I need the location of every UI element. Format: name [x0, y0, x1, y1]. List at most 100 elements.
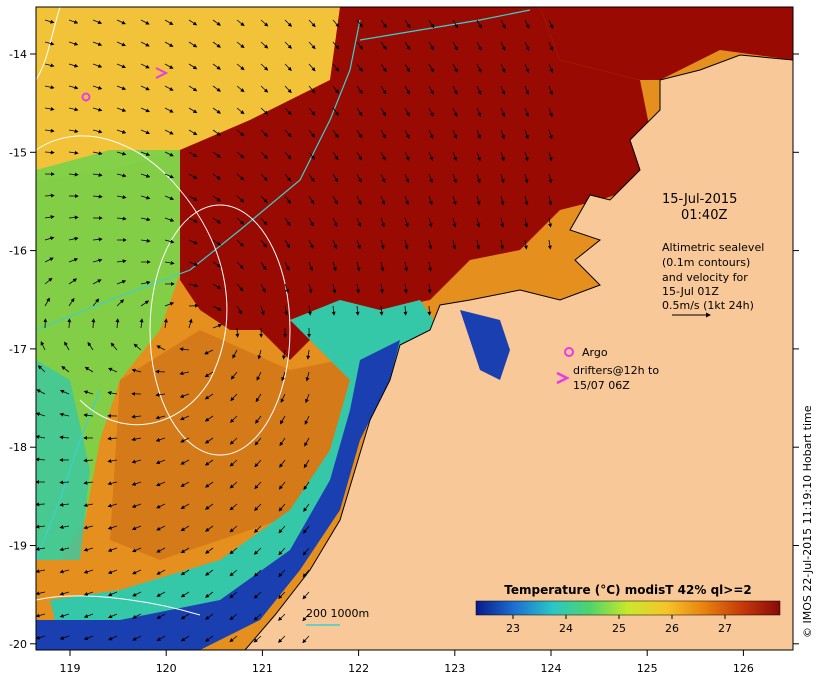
velocity-arrow — [180, 459, 190, 465]
velocity-arrow — [278, 481, 286, 490]
velocity-arrow — [404, 217, 409, 228]
velocity-arrow — [428, 261, 433, 272]
drifter-marker — [155, 67, 169, 79]
velocity-arrow — [188, 151, 198, 157]
velocity-arrow — [180, 503, 190, 509]
velocity-arrow — [302, 547, 310, 556]
colorbar-tick-label: 26 — [665, 622, 679, 635]
velocity-arrow — [212, 261, 222, 268]
velocity-arrow — [236, 151, 245, 159]
velocity-arrow — [548, 85, 553, 96]
velocity-arrow — [116, 19, 126, 25]
velocity-arrow — [131, 414, 142, 419]
velocity-arrow — [188, 85, 198, 92]
velocity-arrow — [179, 371, 190, 376]
velocity-arrow — [282, 349, 286, 360]
map-frame — [35, 6, 794, 651]
velocity-arrow — [280, 393, 286, 403]
velocity-arrow — [524, 173, 529, 184]
velocity-arrow — [84, 366, 94, 373]
velocity-arrow — [156, 591, 166, 597]
velocity-arrow — [284, 239, 291, 249]
velocity-scale-label: 0.5m/s (1kt 24h) — [662, 299, 754, 312]
velocity-arrow — [37, 365, 46, 373]
velocity-arrow — [107, 525, 118, 530]
timestamp-time: 01:40Z — [681, 208, 727, 223]
velocity-arrow — [179, 347, 190, 352]
velocity-arrow — [452, 239, 457, 250]
velocity-arrow — [548, 129, 553, 140]
velocity-arrow — [164, 19, 174, 25]
velocity-arrow — [236, 19, 245, 27]
velocity-arrow — [140, 41, 150, 47]
velocity-arrow — [279, 437, 286, 447]
velocity-arrow — [164, 173, 174, 179]
velocity-arrow — [380, 63, 387, 73]
velocity-arrow — [476, 41, 482, 51]
velocity-arrow — [428, 173, 433, 184]
velocity-arrow — [254, 459, 262, 468]
velocity-arrow — [476, 129, 482, 140]
velocity-arrow — [83, 458, 94, 463]
velocity-arrow — [404, 85, 410, 95]
velocity-arrow — [164, 302, 175, 307]
velocity-arrow — [204, 437, 214, 444]
velocity-arrow — [404, 195, 409, 206]
velocity-arrow — [452, 151, 457, 162]
velocity-arrow — [380, 217, 385, 228]
velocity-arrow — [156, 481, 166, 487]
velocity-arrow — [256, 371, 262, 381]
velocity-arrow — [404, 63, 411, 73]
velocity-arrow — [83, 591, 94, 596]
velocity-arrow — [107, 459, 118, 463]
velocity-arrow — [179, 393, 190, 398]
velocity-arrow — [59, 502, 70, 507]
velocity-arrow — [305, 393, 310, 404]
velocity-arrow — [64, 341, 70, 351]
velocity-arrow — [500, 217, 505, 228]
velocity-arrow — [278, 635, 286, 643]
velocity-arrow — [156, 547, 166, 553]
velocity-arrow — [236, 217, 245, 225]
velocity-arrow — [164, 195, 175, 201]
velocity-arrow — [308, 217, 314, 227]
velocity-arrow — [180, 591, 190, 598]
velocity-arrow — [164, 151, 174, 157]
velocity-arrow — [107, 391, 118, 395]
velocity-arrow — [188, 63, 198, 70]
velocity-arrow — [236, 195, 245, 203]
velocity-arrow — [452, 173, 457, 184]
velocity-arrow — [284, 173, 292, 182]
velocity-arrow — [188, 261, 199, 266]
velocity-arrow — [230, 371, 238, 380]
velocity-arrow — [380, 41, 387, 51]
velocity-arrow — [452, 129, 458, 139]
velocity-arrow — [403, 305, 408, 316]
velocity-arrow — [524, 63, 530, 73]
altimetry-line-2: (0.1m contours) — [662, 256, 750, 269]
velocity-arrow — [308, 261, 313, 272]
velocity-arrow — [253, 635, 262, 643]
velocity-arrow — [204, 349, 214, 355]
velocity-arrow — [524, 217, 529, 228]
velocity-arrow — [356, 239, 361, 250]
velocity-arrow — [68, 258, 79, 263]
velocity-arrow — [156, 569, 166, 575]
velocity-arrow — [188, 107, 198, 114]
velocity-arrow — [132, 591, 142, 597]
velocity-arrow — [452, 217, 457, 228]
velocity-arrow — [156, 503, 166, 509]
longitude-axis: 119 120 121 122 123 124 125 126 — [60, 650, 754, 675]
velocity-arrow — [428, 195, 433, 206]
velocity-arrow — [404, 173, 410, 184]
velocity-arrow — [236, 283, 244, 292]
velocity-arrow — [380, 261, 385, 272]
velocity-arrow — [284, 261, 290, 271]
velocity-arrow — [44, 128, 55, 133]
velocity-arrow — [59, 635, 70, 640]
velocity-arrow — [307, 305, 312, 316]
velocity-arrow — [428, 151, 434, 162]
velocity-arrow — [204, 393, 214, 400]
velocity-arrow — [380, 19, 387, 28]
